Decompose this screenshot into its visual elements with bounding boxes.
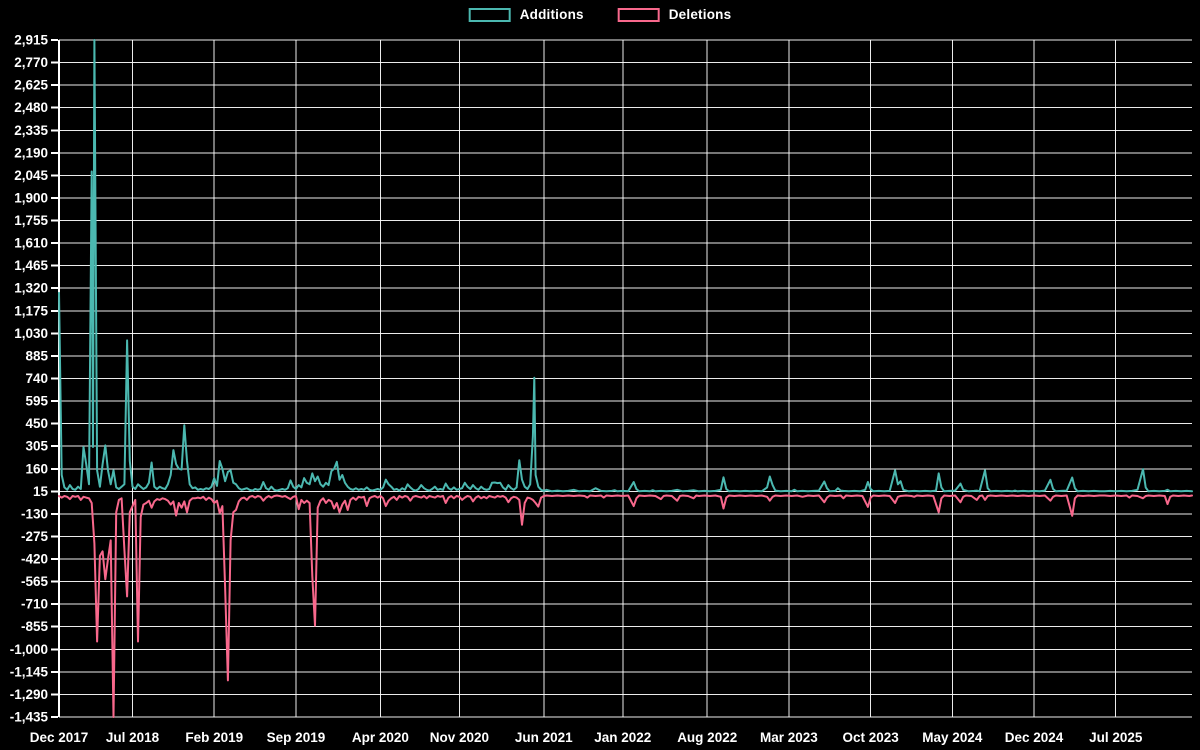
y-tick-label: 1,900 (14, 190, 48, 205)
x-tick-label: May 2024 (922, 730, 983, 745)
y-tick-label: 2,335 (14, 123, 48, 138)
y-tick-label: 2,625 (14, 78, 48, 93)
y-tick-label: -710 (21, 597, 48, 612)
y-tick-label: 160 (25, 461, 48, 476)
y-tick-label: -1,145 (10, 664, 49, 679)
x-tick-label: Feb 2019 (185, 730, 243, 745)
y-tick-label: 2,480 (14, 100, 48, 115)
y-tick-label: -855 (21, 619, 49, 634)
y-tick-label: -275 (21, 529, 49, 544)
y-tick-label: -1,290 (10, 687, 48, 702)
legend-label-additions: Additions (519, 7, 584, 22)
y-tick-label: 15 (33, 484, 49, 499)
y-tick-label: -1,000 (10, 642, 48, 657)
y-tick-label: 305 (25, 439, 48, 454)
deletions-line[interactable] (58, 494, 1193, 718)
x-tick-label: Nov 2020 (430, 730, 489, 745)
x-tick-label: Jun 2021 (515, 730, 573, 745)
x-tick-label: Aug 2022 (677, 730, 737, 745)
x-tick-label: Dec 2024 (1005, 730, 1064, 745)
y-tick-label: 1,465 (14, 258, 48, 273)
x-tick-label: Apr 2020 (352, 730, 409, 745)
x-tick-label: Mar 2023 (760, 730, 818, 745)
additions-line[interactable] (58, 39, 1193, 493)
y-tick-label: 1,755 (14, 213, 48, 228)
deletions-swatch-icon (617, 7, 660, 22)
y-tick-label: 2,190 (14, 145, 48, 160)
y-tick-label: 1,610 (14, 236, 48, 251)
x-tick-label: Jul 2018 (106, 730, 160, 745)
y-tick-label: 2,770 (14, 55, 48, 70)
y-tick-label: 2,045 (14, 168, 48, 183)
y-tick-label: -565 (21, 574, 49, 589)
legend-item-additions[interactable]: Additions (468, 7, 584, 22)
y-tick-label: -1,435 (10, 710, 49, 725)
x-tick-label: Jul 2025 (1089, 730, 1143, 745)
y-tick-label: 2,915 (14, 33, 48, 48)
x-tick-label: Oct 2023 (842, 730, 899, 745)
x-tick-label: Dec 2017 (30, 730, 89, 745)
y-tick-label: -130 (21, 506, 48, 521)
legend-label-deletions: Deletions (668, 7, 732, 22)
y-tick-label: 1,030 (14, 326, 48, 341)
y-tick-label: -420 (21, 552, 48, 567)
x-tick-label: Jan 2022 (594, 730, 651, 745)
x-tick-label: Sep 2019 (267, 730, 326, 745)
y-tick-label: 1,175 (14, 303, 48, 318)
y-tick-label: 595 (25, 394, 48, 409)
y-tick-label: 1,320 (14, 281, 48, 296)
additions-swatch-icon (468, 7, 511, 22)
chart-legend: Additions Deletions (468, 7, 732, 22)
legend-item-deletions[interactable]: Deletions (617, 7, 732, 22)
y-tick-label: 740 (25, 371, 48, 386)
y-tick-label: 885 (25, 348, 48, 363)
y-tick-label: 450 (25, 416, 48, 431)
